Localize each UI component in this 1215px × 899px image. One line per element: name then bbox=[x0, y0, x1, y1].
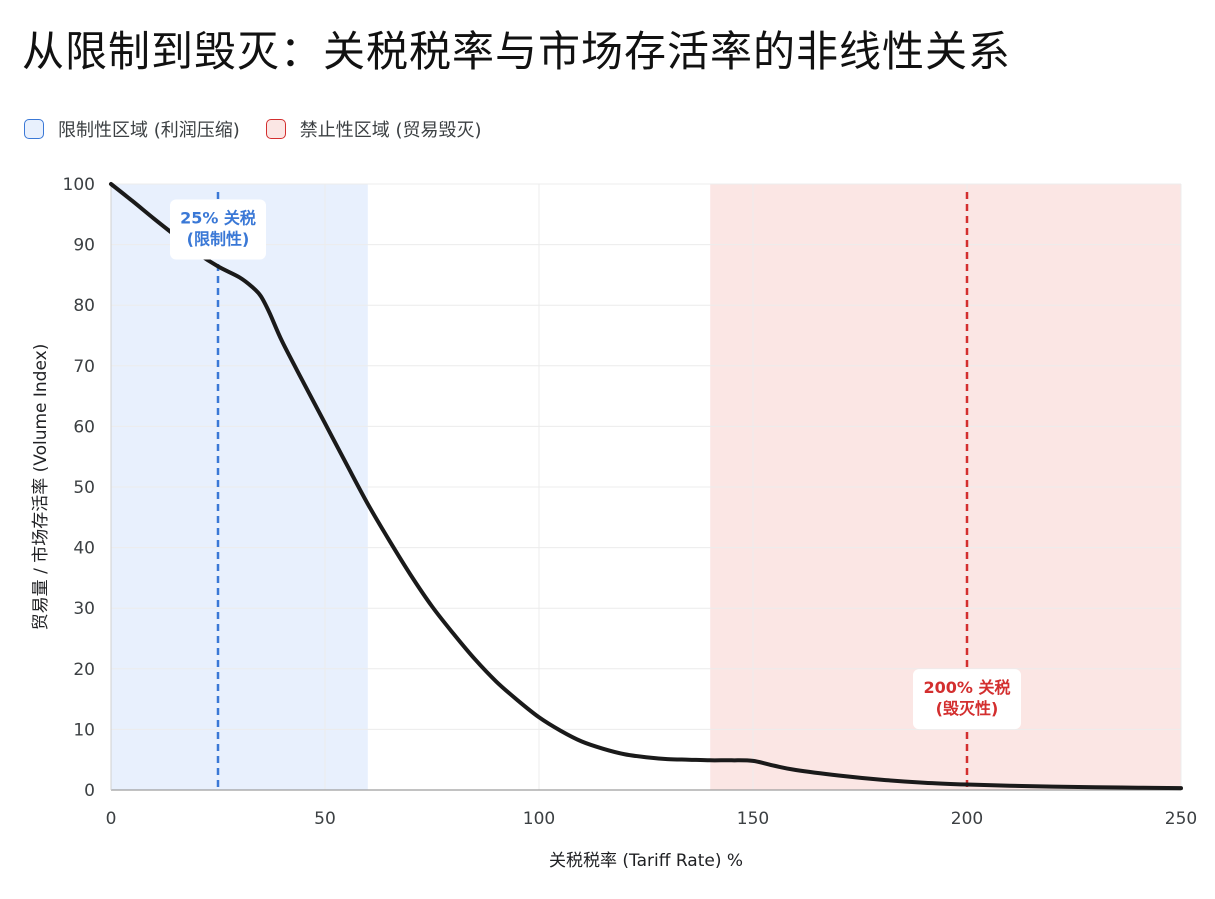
x-tick-label: 200 bbox=[951, 809, 983, 829]
annotation-box-0 bbox=[170, 199, 266, 260]
x-tick-label: 250 bbox=[1165, 809, 1197, 829]
y-tick-label: 10 bbox=[73, 720, 95, 740]
series-line-0 bbox=[109, 182, 1183, 791]
legend-label-restrictive: 限制性区域 (利润压缩) bbox=[58, 120, 240, 141]
y-tick-label: 80 bbox=[73, 296, 95, 316]
legend-item-restrictive[interactable]: 限制性区域 (利润压缩) bbox=[24, 116, 240, 142]
y-axis-label: 贸易量 / 市场存活率 (Volume Index) bbox=[31, 344, 51, 631]
x-tick-label: 100 bbox=[523, 809, 555, 829]
y-tick-label: 90 bbox=[73, 236, 95, 256]
y-tick-label: 100 bbox=[63, 175, 95, 195]
legend: 限制性区域 (利润压缩) 禁止性区域 (贸易毁灭) bbox=[24, 116, 508, 142]
y-tick-label: 60 bbox=[73, 417, 95, 437]
legend-label-prohibitive: 禁止性区域 (贸易毁灭) bbox=[299, 120, 482, 141]
annotation-label-0: 25% 关税 bbox=[180, 208, 256, 227]
y-tick-label: 70 bbox=[73, 357, 95, 377]
legend-swatch-prohibitive bbox=[265, 119, 286, 139]
x-tick-label: 50 bbox=[314, 809, 336, 829]
x-axis-label: 关税税率 (Tariff Rate) % bbox=[549, 851, 743, 871]
x-tick-label: 0 bbox=[106, 809, 117, 829]
annotation-box-1 bbox=[913, 669, 1021, 730]
y-tick-label: 40 bbox=[73, 539, 95, 559]
y-tick-label: 20 bbox=[73, 660, 95, 680]
x-tick-label: 150 bbox=[737, 809, 769, 829]
y-tick-label: 50 bbox=[73, 478, 95, 498]
y-tick-label: 30 bbox=[73, 599, 95, 619]
legend-swatch-restrictive bbox=[24, 119, 44, 139]
annotation-label-1: (毁灭性) bbox=[936, 699, 999, 718]
annotation-label-1: 200% 关税 bbox=[923, 678, 1010, 697]
legend-item-prohibitive[interactable]: 禁止性区域 (贸易毁灭) bbox=[265, 116, 482, 142]
annotation-label-0: (限制性) bbox=[187, 229, 250, 248]
y-tick-label: 0 bbox=[84, 781, 95, 801]
chart-title: 从限制到毁灭：关税税率与市场存活率的非线性关系 bbox=[22, 27, 1012, 76]
